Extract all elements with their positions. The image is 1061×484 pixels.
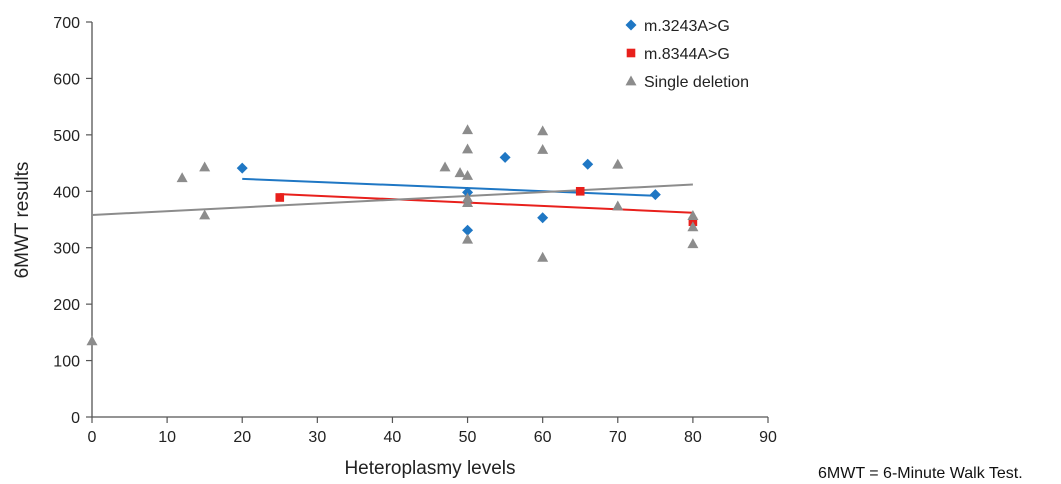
data-point-triangle (199, 209, 211, 220)
x-axis-title: Heteroplasmy levels (344, 458, 515, 479)
y-axis-title: 6MWT results (12, 162, 33, 279)
data-point-triangle (454, 167, 466, 178)
data-point-triangle (439, 161, 451, 172)
x-tick-label: 90 (759, 429, 777, 446)
data-point-diamond (582, 158, 594, 170)
data-point-triangle (612, 200, 624, 211)
y-tick-label: 300 (53, 241, 80, 258)
legend-label: m.8344A>G (644, 46, 730, 63)
data-point-triangle (687, 210, 699, 220)
footnote: 6MWT = 6-Minute Walk Test. (818, 465, 1023, 482)
data-point-triangle (687, 238, 699, 249)
x-tick-label: 10 (158, 429, 176, 446)
data-point-triangle (462, 169, 474, 180)
data-point-triangle (86, 335, 98, 346)
data-point-diamond (649, 189, 661, 201)
data-point-triangle (537, 144, 549, 154)
legend-label: m.3243A>G (644, 18, 730, 35)
data-point-triangle (537, 125, 549, 136)
data-point-triangle (462, 124, 474, 135)
data-point-triangle (462, 143, 474, 154)
data-point-triangle (176, 172, 188, 183)
legend: m.3243A>G m.8344A>G Single deletion (625, 18, 749, 91)
data-point-diamond (499, 151, 511, 163)
legend-label: Single deletion (644, 74, 749, 91)
data-point-diamond (462, 224, 474, 236)
y-tick-label: 100 (53, 354, 80, 371)
y-tick-label: 600 (53, 71, 80, 88)
y-tick-label: 500 (53, 128, 80, 145)
y-tick-label: 400 (53, 184, 80, 201)
legend-marker-triangle (625, 75, 637, 86)
data-point-diamond (236, 162, 248, 174)
trendline-triangle (91, 183, 693, 216)
trendline-square (279, 193, 693, 214)
data-point-triangle (462, 233, 474, 244)
x-tick-label: 80 (684, 429, 702, 446)
data-point-triangle (612, 158, 624, 169)
data-point-diamond (537, 212, 549, 224)
trendlines (91, 177, 693, 216)
legend-marker-square (626, 48, 636, 58)
x-tick-label: 60 (534, 429, 552, 446)
y-tick-label: 200 (53, 297, 80, 314)
x-tick-label: 40 (384, 429, 402, 446)
x-tick-label: 0 (88, 429, 97, 446)
y-tick-label: 0 (71, 410, 80, 427)
x-tick-label: 50 (459, 429, 477, 446)
trendline-diamond (242, 177, 656, 197)
x-tick-label: 30 (308, 429, 326, 446)
data-point-square (275, 193, 285, 202)
data-point-triangle (199, 161, 211, 172)
data-point-triangle (687, 221, 699, 232)
x-tick-label: 20 (233, 429, 251, 446)
data-point-triangle (537, 251, 549, 262)
x-tick-label: 70 (609, 429, 627, 446)
axes (91, 22, 768, 418)
x-axis-ticks: 0 10 20 30 40 50 60 70 80 90 (88, 417, 777, 446)
y-axis-ticks: 0 100 200 300 400 500 600 700 (53, 15, 92, 427)
data-point-triangle (462, 197, 474, 207)
y-tick-label: 700 (53, 15, 80, 32)
data-point-square (575, 186, 585, 196)
data-point-diamond (462, 186, 474, 198)
legend-marker-diamond (625, 19, 637, 31)
data-points (86, 124, 699, 346)
